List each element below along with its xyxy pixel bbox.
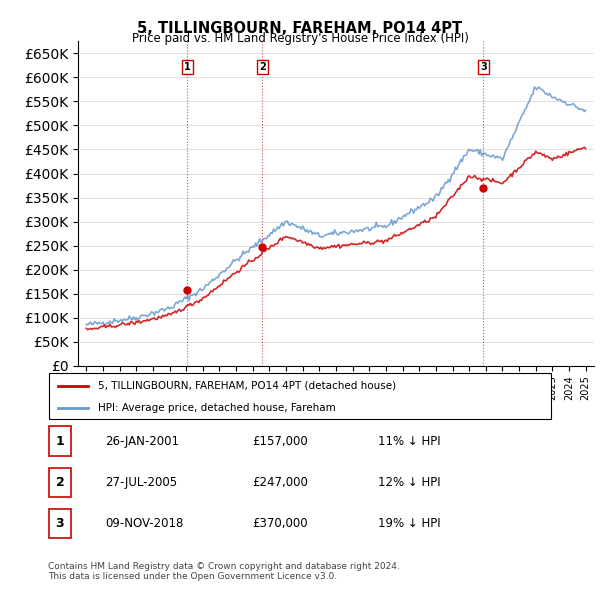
Text: 3: 3 [480, 63, 487, 72]
Text: 26-JAN-2001: 26-JAN-2001 [105, 435, 179, 448]
Text: Price paid vs. HM Land Registry's House Price Index (HPI): Price paid vs. HM Land Registry's House … [131, 32, 469, 45]
Text: 2: 2 [259, 63, 266, 72]
Text: 1: 1 [56, 434, 64, 448]
Text: 27-JUL-2005: 27-JUL-2005 [105, 476, 177, 489]
FancyBboxPatch shape [49, 373, 551, 419]
Text: 5, TILLINGBOURN, FAREHAM, PO14 4PT: 5, TILLINGBOURN, FAREHAM, PO14 4PT [137, 21, 463, 35]
Text: £157,000: £157,000 [252, 435, 308, 448]
Text: 19% ↓ HPI: 19% ↓ HPI [378, 517, 440, 530]
Text: £247,000: £247,000 [252, 476, 308, 489]
Text: 1: 1 [184, 63, 191, 72]
Text: 5, TILLINGBOURN, FAREHAM, PO14 4PT (detached house): 5, TILLINGBOURN, FAREHAM, PO14 4PT (deta… [98, 381, 397, 391]
Text: 2: 2 [56, 476, 64, 489]
Text: £370,000: £370,000 [252, 517, 308, 530]
Text: 3: 3 [56, 517, 64, 530]
FancyBboxPatch shape [49, 427, 71, 455]
Text: 11% ↓ HPI: 11% ↓ HPI [378, 435, 440, 448]
Text: 12% ↓ HPI: 12% ↓ HPI [378, 476, 440, 489]
Text: HPI: Average price, detached house, Fareham: HPI: Average price, detached house, Fare… [98, 403, 336, 413]
Text: 09-NOV-2018: 09-NOV-2018 [105, 517, 184, 530]
Text: Contains HM Land Registry data © Crown copyright and database right 2024.
This d: Contains HM Land Registry data © Crown c… [48, 562, 400, 581]
FancyBboxPatch shape [49, 509, 71, 538]
FancyBboxPatch shape [49, 468, 71, 497]
